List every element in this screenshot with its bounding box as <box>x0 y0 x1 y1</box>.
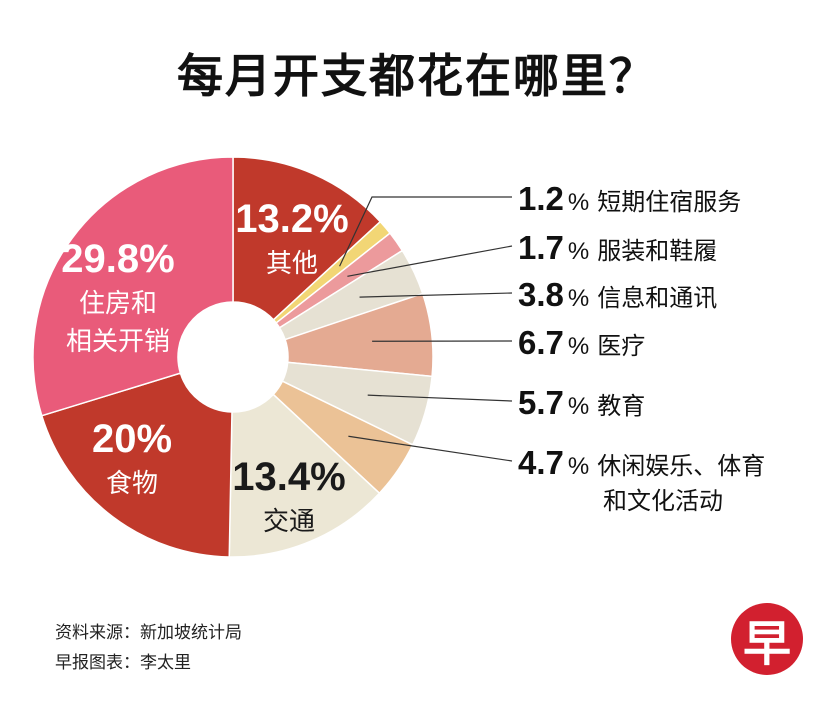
slice-category-label: 交通 <box>263 507 315 537</box>
legend-percent: % <box>567 285 590 312</box>
legend-label: 短期住宿服务 <box>597 188 742 216</box>
legend-percent: % <box>567 238 590 265</box>
source-line: 资料来源：新加坡统计局 <box>55 623 242 643</box>
legend-item-health: 6.7 % 医疗 <box>518 324 645 362</box>
chart-title: 每月开支都花在哪里？ <box>177 49 657 103</box>
slice-percent-label: 29.8% <box>61 237 174 281</box>
legend-percent: % <box>567 333 590 360</box>
slice-percent-label: 13.2% <box>235 197 348 241</box>
pie-slice <box>232 156 382 321</box>
legend-value: 3.8 <box>518 276 564 313</box>
pie-slice <box>40 372 233 558</box>
legend-value: 1.2 <box>518 180 564 217</box>
legend-value: 5.7 <box>518 384 564 421</box>
slice-percent-label: 20% <box>92 417 172 461</box>
legend-label-line2: 和文化活动 <box>603 487 723 515</box>
pie-slice <box>228 393 381 558</box>
leader-line <box>339 196 512 267</box>
legend-value: 6.7 <box>518 324 564 361</box>
slice-category-label: 住房和 <box>79 289 157 319</box>
source-note: 资料来源：新加坡统计局 早报图表：李太里 <box>55 618 242 678</box>
legend-item-clothing: 1.7 % 服装和鞋履 <box>518 229 717 267</box>
legend-label: 服装和鞋履 <box>597 237 718 265</box>
legend-percent: % <box>567 453 590 480</box>
credit-line: 早报图表：李太里 <box>55 653 191 673</box>
leader-line <box>347 245 513 277</box>
slice-category-label: 相关开销 <box>66 327 170 357</box>
legend-label: 教育 <box>597 392 646 420</box>
slice-category-label: 其他 <box>266 249 318 279</box>
legend-label: 信息和通讯 <box>597 284 718 312</box>
legend-value: 1.7 <box>518 229 564 266</box>
zaobao-logo: 早 <box>731 603 803 675</box>
leader-line <box>348 435 513 462</box>
legend-percent: % <box>567 189 590 216</box>
legend-item-recreation: 4.7 % 休闲娱乐、体育 <box>518 444 765 482</box>
leader-line <box>359 292 513 298</box>
legend-percent: % <box>567 393 590 420</box>
slice-percent-label: 13.4% <box>232 455 345 499</box>
legend-item-education: 5.7 % 教育 <box>518 384 645 422</box>
legend-item-communication: 3.8 % 信息和通讯 <box>518 276 717 314</box>
leader-line <box>367 394 513 402</box>
logo-glyph: 早 <box>742 616 791 672</box>
legend-item-short-stay: 1.2 % 短期住宿服务 <box>518 180 741 218</box>
pie-slice <box>32 156 234 417</box>
legend-label: 医疗 <box>597 332 646 360</box>
slice-category-label: 食物 <box>106 469 158 499</box>
legend-value: 4.7 <box>518 444 564 481</box>
legend-label: 休闲娱乐、体育 <box>597 452 766 480</box>
